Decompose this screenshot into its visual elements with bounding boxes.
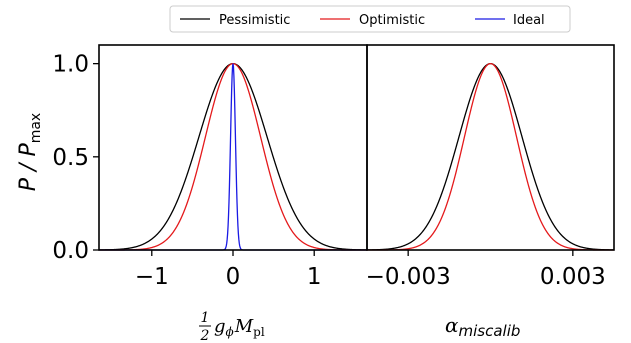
left-ytick-label: 0.0 [52, 238, 89, 264]
svg-text:gϕMpl: gϕMpl [214, 316, 265, 339]
left-xtick-label: 1 [307, 264, 322, 290]
y-axis-label-main: P / P [16, 143, 41, 192]
left-panel: 0.0 0.5 1.0 −1 0 1 [52, 44, 368, 290]
y-axis-label-sub: max [28, 113, 44, 144]
left-panel-curves [98, 62, 368, 251]
right-x-label-sub: miscalib [459, 322, 521, 340]
left-x-label-symbol: g [214, 316, 226, 337]
left-ytick-label: 1.0 [52, 52, 89, 78]
legend-box [169, 5, 571, 33]
left-series-optimistic [99, 62, 367, 251]
legend-label-optimistic: Optimistic [359, 13, 425, 28]
right-x-label-symbol: α [445, 313, 459, 337]
left-series-pessimistic [98, 62, 368, 251]
left-panel-xticks: −1 0 1 [135, 250, 322, 290]
legend: Pessimistic Optimistic Ideal [169, 5, 571, 33]
y-axis-label: P / Pmax [16, 113, 44, 191]
right-panel-frame [366, 44, 615, 251]
right-xtick-label: −0.003 [366, 264, 451, 290]
left-ytick-label: 0.5 [52, 145, 89, 171]
left-series-ideal [99, 63, 367, 251]
left-x-label-frac-num: 1 [201, 310, 210, 326]
svg-text:αmiscalib: αmiscalib [445, 313, 520, 340]
right-panel: −0.003 0.003 [366, 44, 615, 290]
left-xtick-label: −1 [135, 264, 169, 290]
svg-text:P / Pmax: P / Pmax [16, 113, 44, 191]
right-series-pessimistic [367, 62, 614, 251]
left-x-axis-label: 1 2 gϕMpl [199, 310, 265, 343]
legend-label-pessimistic: Pessimistic [219, 13, 290, 28]
right-x-axis-label: αmiscalib [445, 313, 520, 340]
left-xtick-label: 0 [226, 264, 241, 290]
left-x-label-symbol2: M [234, 316, 254, 337]
right-xtick-label: 0.003 [540, 264, 606, 290]
left-x-label-sub: ϕ [226, 325, 234, 339]
right-series-optimistic [367, 62, 614, 251]
left-x-label-frac-den: 2 [200, 328, 210, 343]
left-panel-frame [98, 44, 368, 251]
legend-label-ideal: Ideal [513, 13, 545, 28]
right-panel-xticks: −0.003 0.003 [366, 250, 606, 290]
left-panel-yticks: 0.0 0.5 1.0 [52, 52, 99, 264]
left-x-label-sub2: pl [253, 325, 265, 339]
right-panel-curves [367, 62, 614, 251]
